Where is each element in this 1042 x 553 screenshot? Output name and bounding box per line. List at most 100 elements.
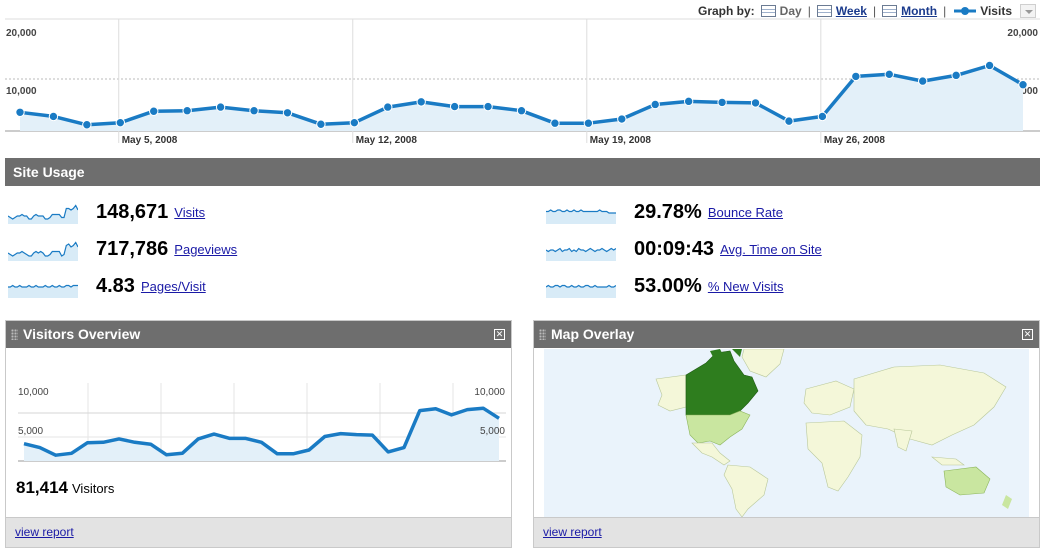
data-point[interactable] bbox=[449, 101, 460, 112]
x-tick-label: May 26, 2008 bbox=[824, 135, 886, 146]
view-report-link[interactable]: view report bbox=[15, 525, 74, 539]
view-report-link[interactable]: view report bbox=[543, 525, 602, 539]
map-greenland bbox=[741, 349, 785, 378]
series-line bbox=[23, 406, 500, 457]
separator: | bbox=[807, 4, 811, 18]
map-canada-islands bbox=[710, 349, 742, 359]
visitors-overview-title: Visitors Overview bbox=[23, 326, 141, 342]
data-point[interactable] bbox=[918, 76, 928, 86]
y-tick-label: 20,000 bbox=[6, 28, 37, 39]
visitors-count-label: Visitors bbox=[72, 481, 115, 496]
metric-row: 148,671 Visits bbox=[8, 199, 205, 225]
data-point[interactable] bbox=[249, 106, 259, 116]
metric-link[interactable]: Visits bbox=[174, 204, 206, 220]
calendar-month-icon bbox=[882, 5, 898, 17]
map-mexico bbox=[691, 442, 731, 466]
data-point[interactable] bbox=[583, 118, 594, 128]
metric-link[interactable]: Pages/Visit bbox=[140, 278, 206, 294]
data-point[interactable] bbox=[483, 101, 493, 112]
graph-by-label: Graph by: bbox=[698, 4, 755, 18]
world-map[interactable] bbox=[544, 349, 1029, 517]
y-tick-label: 20,000 bbox=[1007, 28, 1038, 39]
graph-by-month-link[interactable]: Month bbox=[901, 4, 938, 18]
sparkline bbox=[8, 241, 78, 261]
map-new-zealand bbox=[1002, 495, 1012, 509]
data-point[interactable] bbox=[784, 116, 794, 126]
metric-row: 53.00% % New Visits bbox=[546, 273, 783, 299]
data-point[interactable] bbox=[15, 107, 25, 117]
data-point[interactable] bbox=[683, 96, 694, 107]
series-area bbox=[24, 408, 499, 461]
x-tick-label: May 5, 2008 bbox=[122, 135, 178, 146]
metric-value: 53.00% bbox=[634, 274, 702, 297]
data-point[interactable] bbox=[516, 106, 527, 116]
sparkline bbox=[8, 284, 78, 298]
close-icon[interactable]: ✕ bbox=[1022, 329, 1033, 340]
data-point[interactable] bbox=[115, 117, 126, 128]
data-point[interactable] bbox=[1018, 80, 1028, 90]
metric-link[interactable]: Bounce Rate bbox=[707, 204, 784, 220]
data-point[interactable] bbox=[316, 119, 326, 129]
map-overlay-title: Map Overlay bbox=[551, 326, 635, 342]
sparkline bbox=[8, 204, 78, 224]
data-point[interactable] bbox=[215, 102, 226, 112]
graph-by-week-option[interactable]: Week bbox=[816, 4, 867, 18]
sparkline bbox=[546, 209, 616, 224]
metric-row: 00:09:43 Avg. Time on Site bbox=[546, 236, 822, 262]
data-point[interactable] bbox=[617, 114, 627, 124]
metric-link[interactable]: Avg. Time on Site bbox=[720, 241, 822, 257]
data-point[interactable] bbox=[182, 106, 192, 116]
map-overlay-header: Map Overlay ✕ bbox=[534, 321, 1039, 348]
data-point[interactable] bbox=[48, 111, 59, 122]
graph-by-week-link[interactable]: Week bbox=[835, 4, 867, 18]
map-india bbox=[893, 428, 913, 452]
series-area bbox=[20, 65, 1023, 131]
visitors-count-value: 81,414 bbox=[16, 478, 68, 497]
drag-handle-icon[interactable] bbox=[11, 329, 18, 340]
legend-visits: Visits bbox=[954, 4, 1012, 18]
map-usa[interactable] bbox=[685, 410, 751, 446]
separator: | bbox=[943, 4, 947, 18]
graph-by-day-label: Day bbox=[779, 4, 802, 18]
data-point[interactable] bbox=[383, 102, 393, 112]
data-point[interactable] bbox=[550, 118, 560, 128]
data-point[interactable] bbox=[750, 98, 761, 108]
data-point[interactable] bbox=[349, 117, 360, 128]
metric-value: 717,786 bbox=[96, 237, 169, 260]
data-point[interactable] bbox=[951, 70, 961, 81]
visitors-overview-panel: Visitors Overview ✕ 10,000 10,000 5,000 5,0… bbox=[5, 320, 512, 548]
x-tick-label: May 19, 2008 bbox=[590, 135, 652, 146]
drag-handle-icon[interactable] bbox=[539, 329, 546, 340]
data-point[interactable] bbox=[149, 106, 159, 116]
visitors-count: 81,414 Visitors bbox=[16, 478, 114, 498]
data-point[interactable] bbox=[884, 69, 894, 80]
metric-dropdown-button[interactable] bbox=[1020, 4, 1036, 18]
y-tick-label: 5,000 bbox=[18, 426, 43, 437]
x-tick-label: May 12, 2008 bbox=[356, 135, 418, 146]
data-point[interactable] bbox=[817, 111, 828, 122]
metric-value: 29.78% bbox=[634, 200, 702, 223]
main-visits-chart[interactable]: May 5, 2008 May 12, 2008 May 19, 2008 May 2… bbox=[0, 0, 1042, 150]
map-australia[interactable] bbox=[943, 466, 991, 496]
visitors-overview-header: Visitors Overview ✕ bbox=[6, 321, 511, 348]
map-asia bbox=[853, 364, 1007, 446]
data-point[interactable] bbox=[851, 71, 861, 82]
data-point[interactable] bbox=[416, 97, 426, 107]
metric-link[interactable]: % New Visits bbox=[707, 278, 784, 294]
metric-value: 00:09:43 bbox=[634, 237, 715, 260]
metric-row: 4.83 Pages/Visit bbox=[8, 273, 206, 299]
visitors-overview-chart[interactable]: 10,000 10,000 5,000 5,000 bbox=[6, 349, 511, 469]
data-point[interactable] bbox=[984, 60, 995, 71]
separator: | bbox=[872, 4, 877, 18]
metric-value: 4.83 bbox=[96, 274, 135, 297]
graph-by-day-option[interactable]: Day bbox=[760, 4, 802, 18]
close-icon[interactable]: ✕ bbox=[494, 329, 505, 340]
metric-link[interactable]: Pageviews bbox=[174, 241, 238, 257]
graph-by-month-option[interactable]: Month bbox=[882, 4, 937, 18]
data-point[interactable] bbox=[717, 97, 727, 108]
map-south-america bbox=[723, 464, 769, 517]
data-point[interactable] bbox=[282, 108, 293, 118]
data-point[interactable] bbox=[650, 99, 660, 110]
site-usage-header: Site Usage bbox=[5, 158, 1040, 186]
data-point[interactable] bbox=[82, 120, 92, 130]
